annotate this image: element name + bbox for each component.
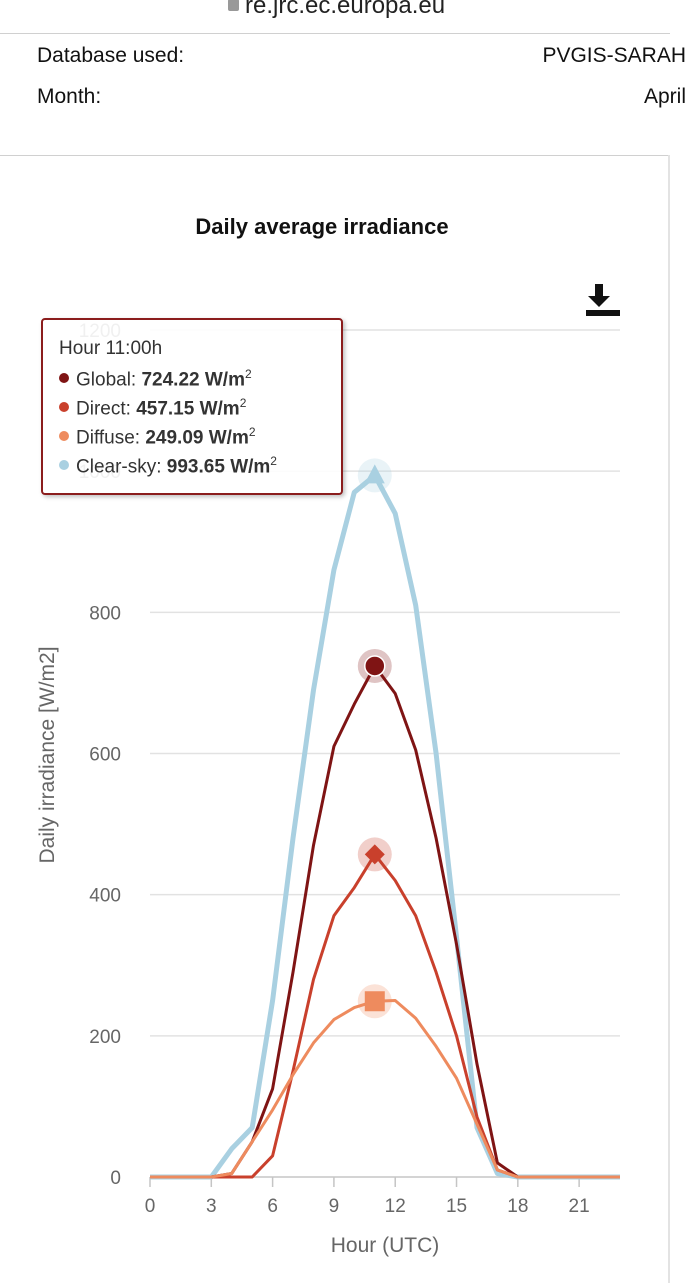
x-axis-label: Hour (UTC) [331,1234,440,1257]
marker-clear-sky [364,464,385,484]
x-tick-label: 6 [267,1196,278,1217]
series-line-diffuse [150,999,620,1179]
lock-icon [228,0,239,11]
y-tick-label: 800 [89,603,121,624]
tooltip-row-clear-sky: Clear-sky: 993.65 W/m2 [59,454,327,483]
series-line-clear-sky [150,472,620,1180]
divider [0,33,670,34]
series-line-global [150,664,620,1179]
x-tick-label: 3 [206,1196,217,1217]
browser-address-bar[interactable]: re.jrc.ec.europa.eu [0,0,688,20]
y-tick-label: 200 [89,1027,121,1048]
y-tick-label: 600 [89,745,121,766]
y-tick-label: 0 [110,1168,121,1189]
divider [0,155,670,156]
x-tick-label: 0 [145,1196,156,1217]
diffuse-dot-icon [59,431,69,442]
month-label: Month: [37,85,102,108]
x-tick-label: 12 [385,1196,406,1217]
clear-sky-dot-icon [59,460,69,471]
url-text[interactable]: re.jrc.ec.europa.eu [228,0,445,20]
download-icon[interactable] [586,284,620,316]
database-value: PVGIS-SARAH [542,44,686,67]
database-label: Database used: [37,44,185,67]
month-value: April [643,85,686,108]
tooltip-row-direct: Direct: 457.15 W/m2 [59,396,327,425]
series-line-direct [150,852,620,1179]
chart-title: Daily average irradiance [195,214,448,239]
x-tick-label: 18 [507,1196,528,1217]
tooltip-row-global: Global: 724.22 W/m2 [59,367,327,396]
tooltip-row-diffuse: Diffuse: 249.09 W/m2 [59,425,327,454]
marker-diffuse [364,991,385,1012]
x-tick-label: 15 [446,1196,467,1217]
y-axis-label: Daily irradiance [W/m2] [36,646,59,863]
x-tick-label: 21 [569,1196,590,1217]
global-dot-icon [59,373,69,384]
chart-tooltip: Hour 11:00h Global: 724.22 W/m2 Direct: … [41,318,343,495]
x-tick-label: 9 [329,1196,340,1217]
scrollbar-track[interactable] [668,155,670,1283]
marker-direct [364,844,385,865]
direct-dot-icon [59,402,69,413]
tooltip-header: Hour 11:00h [59,338,163,359]
marker-global [364,655,386,677]
y-tick-label: 400 [89,886,121,907]
